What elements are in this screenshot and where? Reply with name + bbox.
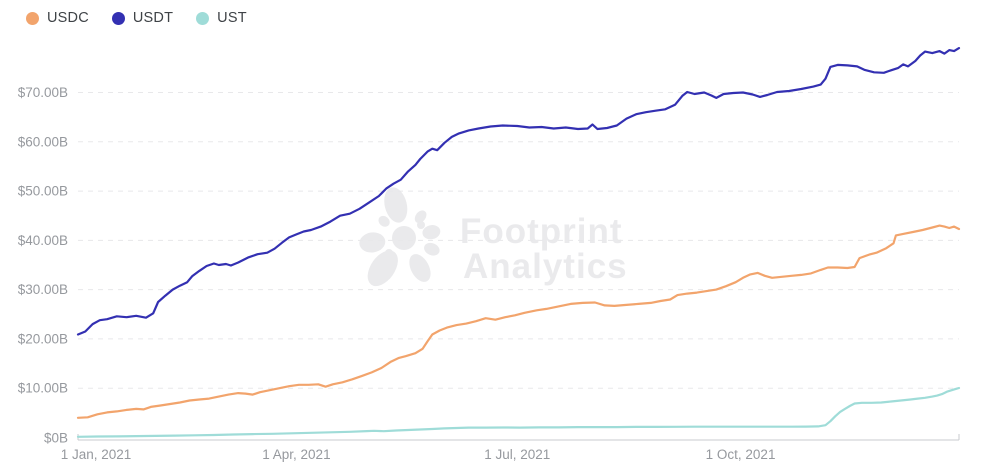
legend-label-usdc: USDC	[47, 10, 89, 26]
y-axis-label: $60.00B	[18, 134, 68, 149]
y-axis-label: $70.00B	[18, 85, 68, 100]
footprint-analytics-watermark: Footprint Analytics	[359, 187, 628, 287]
legend-item-ust[interactable]: UST	[196, 10, 247, 26]
y-axis-label: $50.00B	[18, 184, 68, 199]
series-line-usdt	[76, 46, 961, 336]
series-line-ust	[76, 386, 961, 438]
x-axis-label: 1 Jul, 2021	[484, 447, 550, 462]
x-axis-label: 1 Apr, 2021	[262, 447, 330, 462]
watermark-line2: Analytics	[463, 247, 628, 286]
y-axis-label: $10.00B	[18, 381, 68, 396]
x-axis-label: 1 Oct, 2021	[706, 447, 776, 462]
chart-plot-area[interactable]	[78, 30, 959, 440]
legend-item-usdt[interactable]: USDT	[111, 10, 174, 26]
usdt-swatch-icon	[111, 11, 125, 25]
gridlines	[78, 91, 959, 389]
ust-swatch-icon	[196, 11, 210, 25]
usdc-swatch-icon	[26, 11, 39, 25]
y-axis-label: $30.00B	[18, 282, 68, 297]
series-lines	[76, 46, 961, 438]
y-axis-label: $40.00B	[18, 233, 68, 248]
y-axis-label: $0B	[44, 431, 68, 446]
legend-label-ust: UST	[217, 10, 247, 26]
y-axis-labels: $0B $10.00B $20.00B $30.00B $40.00B $50.00B $6…	[18, 85, 68, 446]
legend-label-usdt: USDT	[132, 10, 174, 26]
footprint-logo-icon	[359, 187, 441, 287]
watermark-line1: Footprint	[460, 212, 623, 251]
chart-legend: USDC USDT UST	[26, 10, 247, 26]
x-axis-labels: 1 Jan, 2021 1 Apr, 2021 1 Jul, 2021 1 Oct, …	[61, 447, 776, 462]
x-axis-label: 1 Jan, 2021	[61, 447, 132, 462]
legend-item-usdc[interactable]: USDC	[26, 10, 89, 26]
y-axis-label: $20.00B	[18, 331, 68, 346]
series-line-usdc	[76, 224, 961, 419]
